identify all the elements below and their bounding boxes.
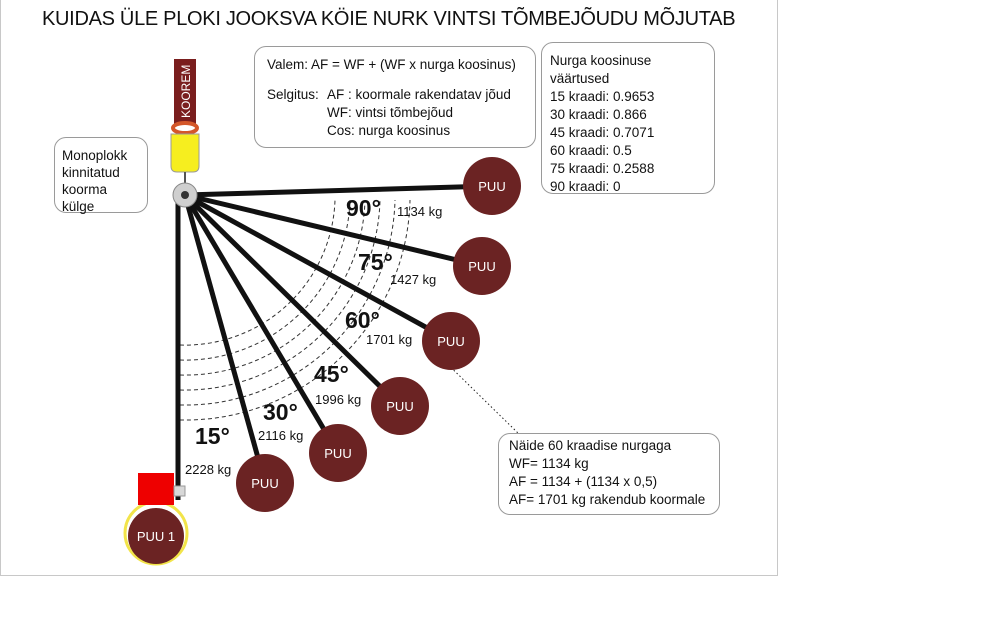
tree-30 — [309, 424, 367, 482]
explain-item: WF: vintsi tõmbejõud — [327, 105, 454, 120]
formula-line: Valem: AF = WF + (WF x nurga koosinus) — [267, 57, 516, 72]
explain-item: AF : koormale rakendatav jõud — [327, 87, 511, 102]
example-line: AF = 1134 + (1134 x 0,5) — [509, 474, 658, 489]
explain-label: Selgitus: — [267, 87, 319, 102]
note-line: koorma külge — [62, 182, 108, 214]
anchor-label: PUU 1 — [137, 529, 175, 544]
angle-label-75: 75° — [358, 249, 393, 275]
note-line: kinnitatud — [62, 165, 120, 180]
angle-arc — [179, 199, 396, 406]
force-label-90: 1134 kg — [397, 204, 442, 219]
cosine-row: 15 kraadi: 0.9653 — [550, 89, 655, 104]
rope-30 — [182, 193, 341, 455]
cosine-row: 60 kraadi: 0.5 — [550, 143, 632, 158]
cosine-row: 75 kraadi: 0.2588 — [550, 161, 655, 176]
cosine-row: 90 kraadi: 0 — [550, 179, 621, 194]
angle-arcs — [179, 199, 411, 421]
tree-label: PUU — [437, 334, 464, 349]
shackle-hook — [170, 133, 200, 173]
tree-15 — [236, 454, 294, 512]
angle-label-30: 30° — [263, 399, 298, 425]
example-line: WF= 1134 kg — [509, 456, 589, 471]
pulley-hub — [181, 191, 189, 199]
force-label-45: 1996 kg — [315, 392, 361, 407]
angle-label-45: 45° — [314, 361, 349, 387]
force-label-30: 2116 kg — [258, 428, 303, 443]
tree-label: PUU — [251, 476, 278, 491]
angle-arc — [179, 199, 381, 391]
cosine-heading: Nurga koosinuse väärtused — [550, 53, 652, 86]
tree-90 — [463, 157, 521, 215]
angle-arc — [179, 199, 411, 421]
tree-label: PUU — [468, 259, 495, 274]
angle-label-15: 15° — [195, 423, 230, 449]
cosine-row: 45 kraadi: 0.7071 — [550, 125, 655, 140]
tree-label: PUU — [478, 179, 505, 194]
angle-label-90: 90° — [346, 195, 381, 221]
rope-lines — [182, 183, 493, 484]
force-label-60: 1701 kg — [366, 332, 412, 347]
page-title: KUIDAS ÜLE PLOKI JOOKSVA KÖIE NURK VINTS… — [42, 8, 736, 30]
tree-45 — [371, 377, 429, 435]
example-line: AF= 1701 kg rakendub koormale — [509, 492, 706, 507]
anchor-pin — [173, 485, 186, 497]
anchor-tree — [128, 508, 184, 564]
angle-arc — [179, 199, 351, 361]
tree-75 — [453, 237, 511, 295]
rope-75 — [184, 192, 483, 269]
cosine-table-box: Nurga koosinuse väärtused 15 kraadi: 0.9… — [541, 42, 715, 194]
rope-60 — [183, 192, 453, 344]
tree-label: PUU — [324, 446, 351, 461]
note-line: Monoplokk — [62, 148, 128, 163]
force-label-15: 2228 kg — [185, 462, 231, 477]
angle-arc — [179, 199, 366, 376]
angle-label-60: 60° — [345, 307, 380, 333]
explain-item: Cos: nurga koosinus — [327, 123, 451, 138]
figure-frame — [0, 0, 778, 576]
tree-label: PUU — [386, 399, 413, 414]
force-label-75: 1427 kg — [390, 272, 436, 287]
rope-90 — [184, 183, 493, 198]
load-label: KOOREM — [179, 65, 193, 118]
strap-ring — [171, 121, 199, 135]
rope-15 — [182, 194, 268, 484]
load-strap — [174, 59, 196, 125]
example-box: Näide 60 kraadise nurgaga WF= 1134 kg AF… — [498, 433, 720, 515]
cosine-row: 30 kraadi: 0.866 — [550, 107, 647, 122]
formula-box: Valem: AF = WF + (WF x nurga koosinus) S… — [254, 46, 536, 148]
rope-45 — [183, 193, 402, 408]
block-note-box: Monoplokk kinnitatud koorma külge — [54, 137, 148, 214]
tree-60 — [422, 312, 480, 370]
winch-positions: PUU 90° 1134 kg PUU 75°1427 kg PUU 60°1701 kg P… — [185, 157, 521, 512]
example-line: Näide 60 kraadise nurgaga — [509, 438, 672, 453]
anchor-block — [138, 473, 174, 505]
